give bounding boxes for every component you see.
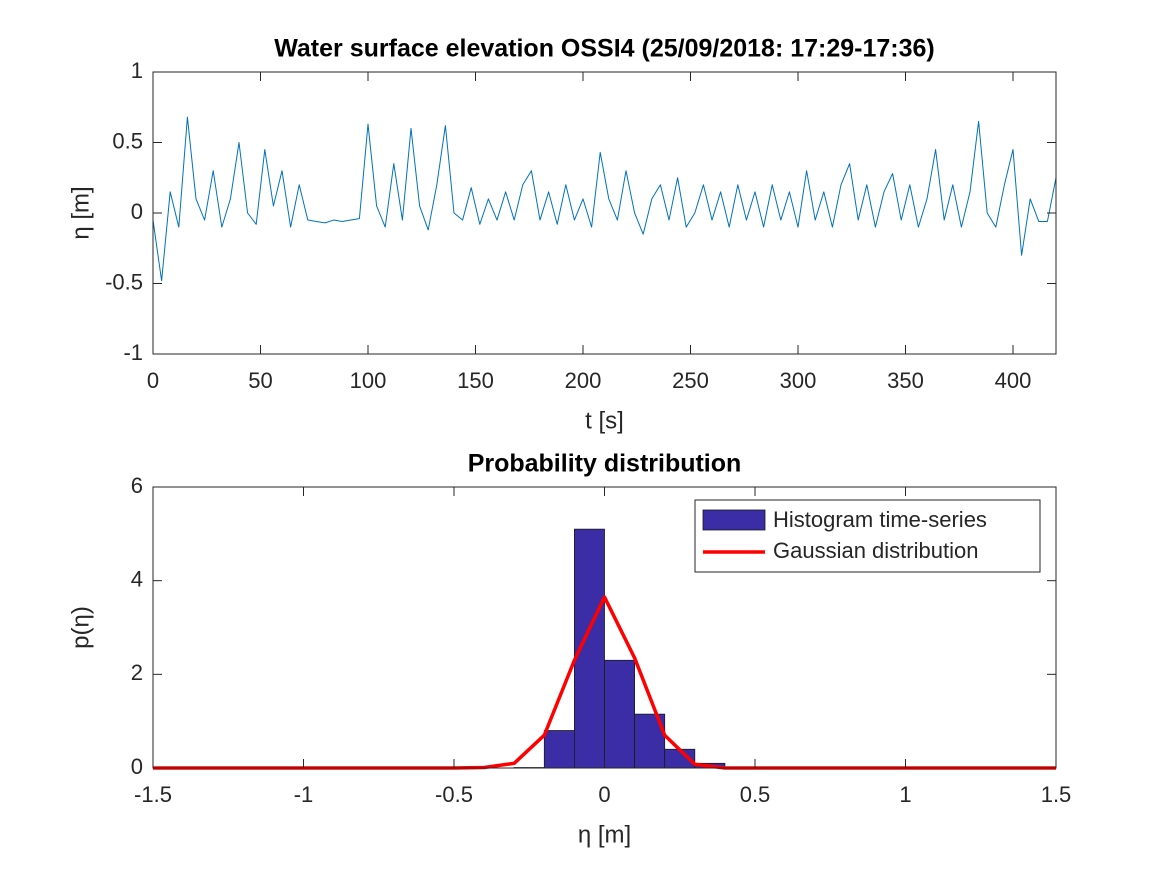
x-tick-label: 1.5	[1041, 782, 1072, 807]
x-tick-label: 150	[457, 368, 494, 393]
chart-title: Probability distribution	[468, 450, 742, 478]
y-axis-label: p(η)	[67, 606, 94, 649]
y-tick-label: 0	[131, 754, 143, 779]
y-tick-label: 1	[131, 58, 143, 83]
x-tick-label: 1	[899, 782, 911, 807]
legend-swatch	[702, 509, 766, 531]
data-line	[152, 116, 1057, 282]
x-tick-label: -0.5	[435, 782, 473, 807]
y-tick-label: 4	[131, 566, 143, 591]
y-tick-label: 6	[131, 473, 143, 498]
chart-title: Water surface elevation OSSI4 (25/09/201…	[274, 35, 935, 63]
x-tick-label: 100	[350, 368, 387, 393]
x-tick-label: 0	[147, 368, 159, 393]
x-tick-label: 50	[248, 368, 272, 393]
x-tick-label: -1.5	[134, 782, 172, 807]
x-tick-label: 200	[565, 368, 602, 393]
x-tick-label: -1	[294, 782, 314, 807]
y-tick-label: 0.5	[112, 128, 143, 153]
x-tick-label: 400	[995, 368, 1032, 393]
legend-label: Gaussian distribution	[773, 538, 978, 563]
x-tick-label: 350	[887, 368, 924, 393]
x-tick-label: 300	[780, 368, 817, 393]
y-tick-label: 2	[131, 660, 143, 685]
histogram-bar	[574, 528, 605, 769]
y-tick-label: -1	[123, 340, 143, 365]
y-tick-label: -0.5	[105, 269, 143, 294]
y-axis-label: η [m]	[67, 186, 94, 239]
x-axis-label: t [s]	[585, 407, 624, 434]
histogram-bar	[543, 730, 575, 769]
y-tick-label: 0	[131, 199, 143, 224]
x-tick-label: 250	[672, 368, 709, 393]
legend-label: Histogram time-series	[773, 507, 987, 532]
histogram-bar	[604, 659, 636, 769]
x-axis-label: η [m]	[578, 821, 631, 848]
axes-background	[153, 72, 1056, 354]
x-tick-label: 0	[598, 782, 610, 807]
x-tick-label: 0.5	[740, 782, 771, 807]
